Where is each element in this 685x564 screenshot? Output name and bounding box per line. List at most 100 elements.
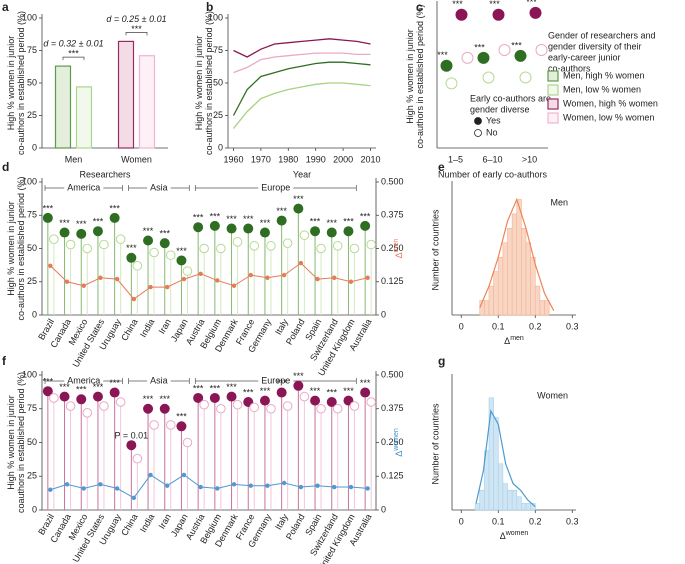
legend-marker (474, 117, 482, 125)
histogram-bar (539, 300, 545, 316)
legend-label: Men, low % women (563, 84, 641, 94)
x-tick-label: Iran (157, 317, 173, 335)
dot (498, 44, 511, 57)
dot (492, 8, 505, 21)
significance-label: *** (143, 394, 154, 404)
histogram-bar (521, 503, 527, 511)
x-tick-label: Women (121, 154, 152, 164)
significance-label: *** (210, 383, 221, 393)
dot (165, 250, 176, 260)
region-label: Asia (150, 182, 168, 192)
dot (99, 239, 109, 250)
y-axis-label: Number of countries (430, 403, 440, 485)
significance-label: *** (343, 386, 354, 396)
series-line (232, 61, 371, 116)
series-line (233, 52, 371, 74)
x-tick-label: 0.1 (492, 516, 505, 526)
dot (149, 420, 159, 430)
dot (276, 215, 287, 226)
x-tick-label: 1960 (223, 154, 243, 164)
panel-letter: c (416, 0, 423, 14)
axis-label-sup: women (393, 428, 400, 452)
significance-label: *** (210, 211, 221, 221)
delta-dot (248, 272, 253, 278)
histogram-bar (502, 483, 508, 511)
significance-label: *** (489, 0, 500, 9)
dot (193, 392, 204, 403)
dot (332, 241, 343, 251)
significance-label: *** (360, 378, 371, 388)
dot (182, 266, 193, 276)
axis-label-symbol: Δ (500, 531, 506, 541)
dot (109, 387, 120, 398)
bar (138, 55, 156, 149)
dot (299, 391, 310, 402)
significance-label: *** (176, 246, 187, 256)
dot (276, 387, 287, 398)
delta-dot (181, 472, 187, 478)
delta-line (50, 262, 368, 300)
dot (92, 226, 103, 237)
panel-letter: a (2, 0, 9, 14)
delta-line (50, 474, 368, 499)
dot (143, 235, 154, 246)
y2-tick-label: 0.500 (381, 176, 404, 186)
region-label: America (67, 375, 100, 385)
histogram-bar (497, 463, 504, 511)
delta-dot (165, 284, 170, 290)
region-label-bg (64, 182, 104, 193)
dot (326, 227, 337, 238)
significance-label: *** (76, 385, 87, 395)
legend-title: Gender of researchers and (548, 30, 656, 40)
legend-swatch (547, 98, 559, 110)
dot (440, 59, 453, 72)
x-axis-label: Researchers (79, 169, 131, 179)
dot (216, 243, 226, 254)
delta-dot (281, 480, 287, 486)
y-tick-label: 50 (213, 77, 223, 87)
dot (132, 453, 143, 464)
dot (349, 243, 360, 254)
legend-swatch (547, 84, 559, 96)
x-tick-label: Men (65, 154, 83, 164)
significance-label: *** (276, 378, 287, 388)
panel-letter: e (438, 160, 445, 174)
histogram-bar (484, 300, 490, 316)
y-axis-label: High % women in juniorco-authors in esta… (194, 11, 214, 155)
significance-label: *** (452, 0, 463, 9)
delta-dot (265, 275, 270, 280)
significance-label: *** (243, 387, 254, 397)
significance-bracket (125, 32, 148, 36)
y2-tick-label: 0.375 (381, 210, 404, 220)
dot (461, 51, 474, 64)
delta-dot (98, 275, 103, 280)
delta-dot (81, 486, 86, 491)
region-label: Europe (261, 375, 290, 385)
y-tick-label: 0 (218, 142, 223, 152)
dot (243, 397, 254, 407)
region-label-bg (258, 375, 294, 386)
region-label-bg (258, 182, 294, 193)
significance-label: *** (474, 42, 485, 52)
legend-label: Yes (486, 115, 501, 125)
significance-label: *** (43, 377, 54, 387)
dot (176, 255, 187, 266)
dot (49, 393, 59, 403)
y-tick-label: 100 (22, 369, 37, 379)
dot (209, 392, 220, 403)
dot (249, 241, 260, 251)
region-label: America (67, 182, 100, 192)
x-tick-label: 0.3 (566, 321, 579, 331)
legend-label: Men, high % women (563, 70, 645, 80)
dot (165, 420, 176, 430)
effect-size-label: d = 0.32 ± 0.01 (43, 38, 103, 48)
dot (332, 403, 343, 414)
axis-label-sup: men (393, 239, 400, 253)
bar (54, 65, 72, 149)
histogram-bar (507, 489, 513, 511)
dot (266, 403, 276, 414)
y-axis-label-line: High % women in junior (6, 395, 16, 490)
histogram-bar (530, 503, 536, 511)
delta-dot (81, 283, 86, 288)
x-axis-label: Year (293, 169, 311, 179)
